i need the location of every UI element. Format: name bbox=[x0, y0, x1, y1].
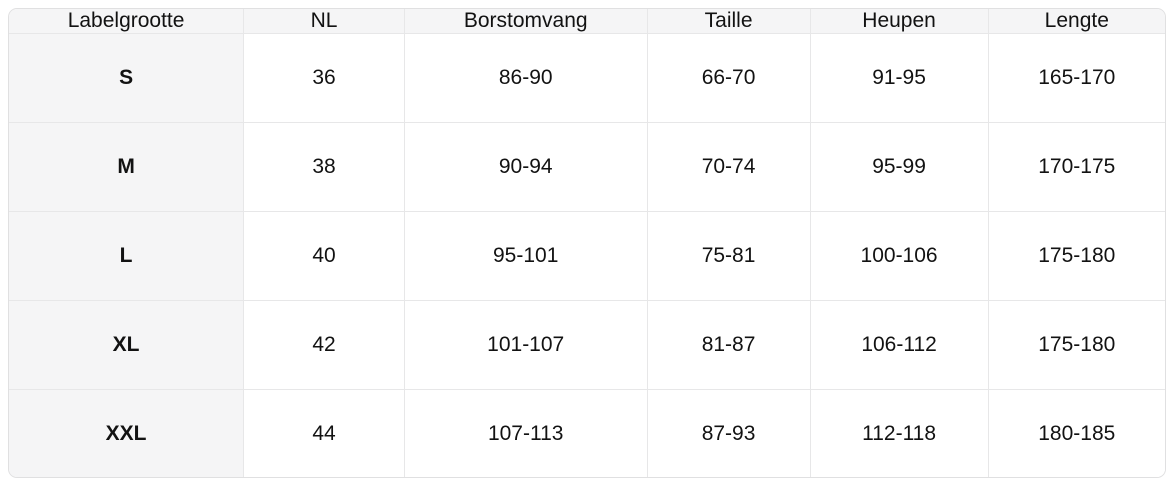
cell-lengte: 175-180 bbox=[987, 300, 1165, 391]
column-header-heupen: Heupen bbox=[809, 9, 989, 34]
cell-lengte: 170-175 bbox=[987, 122, 1165, 213]
table-row-l: L 40 95-101 75-81 100-106 175-180 bbox=[9, 211, 1165, 302]
cell-borstomvang: 90-94 bbox=[403, 122, 648, 213]
cell-nl: 42 bbox=[243, 300, 405, 391]
column-header-lengte: Lengte bbox=[987, 9, 1165, 34]
cell-heupen: 91-95 bbox=[809, 32, 989, 124]
cell-borstomvang: 86-90 bbox=[403, 32, 648, 124]
table-row-xxl: XXL 44 107-113 87-93 112-118 180-185 bbox=[9, 389, 1165, 477]
size-chart-table: Labelgrootte NL Borstomvang Taille Heupen Len… bbox=[9, 9, 1165, 477]
cell-nl: 36 bbox=[243, 32, 405, 124]
cell-borstomvang: 101-107 bbox=[403, 300, 648, 391]
cell-heupen: 95-99 bbox=[809, 122, 989, 213]
cell-lengte: 165-170 bbox=[987, 32, 1165, 124]
size-label: S bbox=[9, 32, 245, 124]
cell-nl: 38 bbox=[243, 122, 405, 213]
cell-nl: 40 bbox=[243, 211, 405, 302]
cell-nl: 44 bbox=[243, 389, 405, 477]
column-header-borstomvang: Borstomvang bbox=[403, 9, 648, 34]
cell-taille: 75-81 bbox=[646, 211, 811, 302]
cell-taille: 66-70 bbox=[646, 32, 811, 124]
cell-heupen: 100-106 bbox=[809, 211, 989, 302]
cell-lengte: 175-180 bbox=[987, 211, 1165, 302]
table-row-s: S 36 86-90 66-70 91-95 165-170 bbox=[9, 32, 1165, 124]
column-header-labelgrootte: Labelgrootte bbox=[9, 9, 245, 34]
table-row-m: M 38 90-94 70-74 95-99 170-175 bbox=[9, 122, 1165, 213]
size-label: XL bbox=[9, 300, 245, 391]
cell-borstomvang: 95-101 bbox=[403, 211, 648, 302]
cell-taille: 87-93 bbox=[646, 389, 811, 477]
size-label: XXL bbox=[9, 389, 245, 477]
size-chart-body: S 36 86-90 66-70 91-95 165-170 M 38 90-94 70-74 95… bbox=[9, 32, 1165, 477]
cell-heupen: 112-118 bbox=[809, 389, 989, 477]
cell-borstomvang: 107-113 bbox=[403, 389, 648, 477]
size-chart-container: Labelgrootte NL Borstomvang Taille Heupen Len… bbox=[8, 8, 1166, 478]
cell-heupen: 106-112 bbox=[809, 300, 989, 391]
column-header-nl: NL bbox=[243, 9, 405, 34]
size-label: L bbox=[9, 211, 245, 302]
size-chart-header-row: Labelgrootte NL Borstomvang Taille Heupen Len… bbox=[9, 9, 1165, 34]
column-header-taille: Taille bbox=[646, 9, 811, 34]
cell-taille: 70-74 bbox=[646, 122, 811, 213]
cell-taille: 81-87 bbox=[646, 300, 811, 391]
table-row-xl: XL 42 101-107 81-87 106-112 175-180 bbox=[9, 300, 1165, 391]
cell-lengte: 180-185 bbox=[987, 389, 1165, 477]
size-label: M bbox=[9, 122, 245, 213]
